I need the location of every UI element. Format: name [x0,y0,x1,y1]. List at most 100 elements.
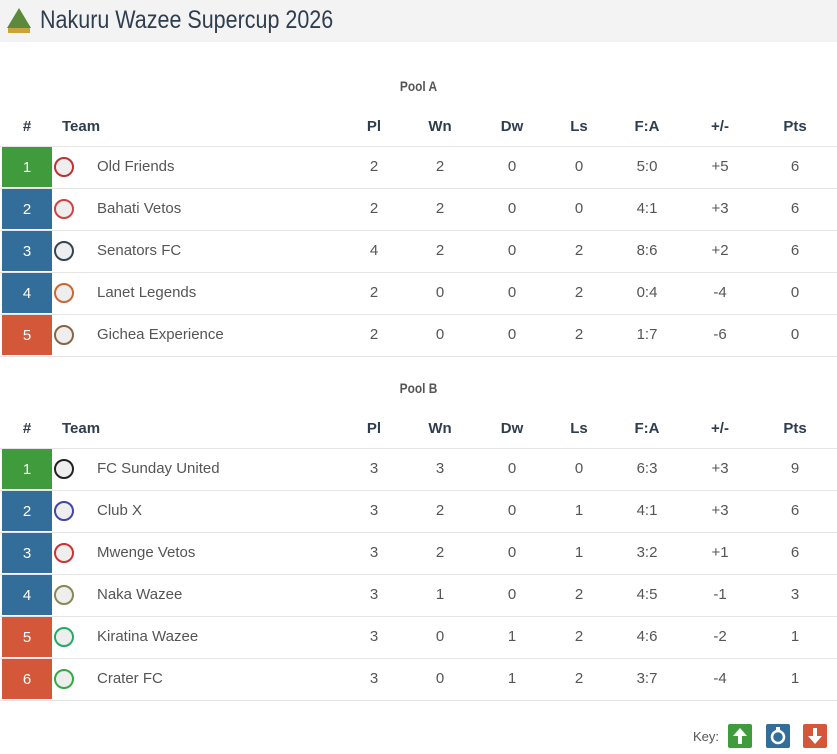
stat-cell: 0 [507,284,517,301]
column-header: F:A [634,420,660,437]
stat-cell: 3 [369,586,379,603]
stat-cell: 0 [507,242,517,259]
row-divider [0,356,837,357]
stat-cell: 2 [369,200,379,217]
stat-cell: 0 [507,158,517,175]
stat-cell: 3 [790,586,800,603]
rank-cell: 3 [2,533,52,573]
stat-cell: 4 [369,242,379,259]
stat-cell: 2 [435,502,445,519]
stat-cell: 2 [435,158,445,175]
column-header: # [22,420,32,437]
row-divider [0,314,837,315]
stat-cell: 6 [790,544,800,561]
column-header: Ls [570,420,588,437]
column-header: Team [62,118,101,135]
team-logo [54,459,74,479]
stat-cell: 2 [369,158,379,175]
stat-cell: 0 [574,460,584,477]
stat-cell: -6 [713,326,727,343]
rank-cell: 4 [2,273,52,313]
stat-cell: 2 [435,242,445,259]
stat-cell: 3 [435,460,445,477]
stat-cell: 0 [790,326,800,343]
stat-cell: 0 [435,284,445,301]
stat-cell: 1 [790,628,800,645]
rank-cell: 5 [2,315,52,355]
stat-cell: 2 [435,544,445,561]
stat-cell: -4 [713,670,727,687]
column-header: F:A [634,118,660,135]
column-header: Team [62,420,101,437]
key-playoff-icon [766,724,790,748]
stat-cell: +3 [711,460,729,477]
column-header: # [22,118,32,135]
column-header: Wn [428,118,452,135]
stat-cell: 1 [507,628,517,645]
column-header: +/- [711,118,729,135]
stat-cell: 0 [574,200,584,217]
team-logo [54,669,74,689]
stat-cell: 1 [507,670,517,687]
stat-cell: 3 [369,544,379,561]
key-relegated-icon [803,724,827,748]
column-header: Pts [783,420,807,437]
row-divider [0,658,837,659]
stat-cell: 0 [435,670,445,687]
stat-cell: 4:1 [636,200,658,217]
team-logo [54,543,74,563]
rank-cell: 3 [2,231,52,271]
stat-cell: 3 [369,670,379,687]
team-name: Crater FC [97,670,163,687]
rank-cell: 2 [2,189,52,229]
row-divider [0,490,837,491]
stat-cell: 6 [790,200,800,217]
stat-cell: 3 [369,628,379,645]
pool-name: Pool B [399,380,438,396]
stat-cell: 2 [574,670,584,687]
stat-cell: 2 [369,284,379,301]
stat-cell: 6:3 [636,460,658,477]
stat-cell: 0 [507,502,517,519]
team-name: Kiratina Wazee [97,628,199,645]
stat-cell: 3 [369,502,379,519]
rank-cell: 4 [2,575,52,615]
stat-cell: 2 [369,326,379,343]
page-title: Nakuru Wazee Supercup 2026 [40,6,334,34]
rank-cell: 5 [2,617,52,657]
team-name: FC Sunday United [97,460,220,477]
stat-cell: 6 [790,502,800,519]
stat-cell: 8:6 [636,242,658,259]
team-name: Senators FC [97,242,182,259]
stat-cell: 3:7 [636,670,658,687]
stat-cell: 2 [574,284,584,301]
row-divider [0,700,837,701]
team-logo [54,157,74,177]
stat-cell: 2 [574,628,584,645]
stat-cell: 2 [435,200,445,217]
column-header: Dw [500,420,524,437]
team-name: Gichea Experience [97,326,224,343]
column-header: Ls [570,118,588,135]
row-divider [0,574,837,575]
column-header: Dw [500,118,524,135]
row-divider [0,230,837,231]
stat-cell: 0 [435,326,445,343]
key-promoted-icon [728,724,752,748]
stat-cell: 5:0 [636,158,658,175]
stat-cell: 0 [507,326,517,343]
team-logo [54,283,74,303]
stat-cell: 2 [574,242,584,259]
stat-cell: 0 [507,544,517,561]
stat-cell: 0:4 [636,284,658,301]
team-name: Mwenge Vetos [97,544,196,561]
stat-cell: 4:6 [636,628,658,645]
stat-cell: 0 [574,158,584,175]
team-logo [54,199,74,219]
stat-cell: -2 [713,628,727,645]
stat-cell: 0 [435,628,445,645]
logo [7,8,31,33]
column-header: Pts [783,118,807,135]
row-divider [0,188,837,189]
stat-cell: 4:5 [636,586,658,603]
